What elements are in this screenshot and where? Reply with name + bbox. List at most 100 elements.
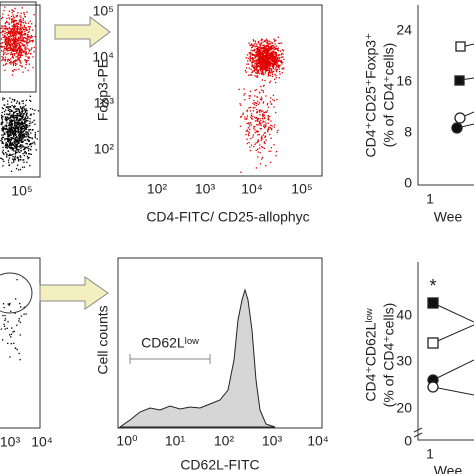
- dot: [6, 38, 8, 40]
- dot: [251, 71, 253, 74]
- dot: [15, 125, 17, 128]
- dot: [10, 52, 13, 54]
- dot: [268, 72, 270, 74]
- dot: [257, 118, 259, 120]
- dot: [259, 50, 261, 52]
- dot: [6, 131, 8, 134]
- dot: [25, 52, 27, 54]
- dot: [14, 125, 16, 127]
- dot: [274, 73, 276, 76]
- dot: [21, 137, 24, 139]
- dot: [13, 160, 15, 162]
- dot: [261, 157, 264, 159]
- dot: [246, 63, 248, 65]
- dot: [277, 63, 279, 65]
- dot: [253, 50, 255, 52]
- dot: [13, 35, 15, 37]
- dot: [5, 106, 7, 108]
- dot: [270, 161, 272, 164]
- dot: [5, 44, 7, 46]
- dot: [24, 117, 26, 120]
- dot: [16, 14, 18, 17]
- dot: [19, 359, 21, 361]
- dot: [13, 118, 15, 120]
- tick-label: 10⁵: [291, 181, 312, 197]
- dot: [261, 146, 263, 148]
- dot: [273, 59, 275, 61]
- dot: [13, 106, 15, 108]
- dot: [270, 97, 272, 99]
- dot: [279, 64, 281, 66]
- dot: [24, 37, 27, 39]
- dot: [252, 134, 254, 136]
- dot: [11, 158, 14, 160]
- dot: [256, 50, 258, 52]
- dot: [251, 43, 253, 45]
- dot: [242, 112, 244, 114]
- dot: [14, 61, 16, 63]
- dot: [11, 53, 13, 55]
- dot: [27, 52, 30, 54]
- dot: [274, 78, 276, 81]
- dot: [9, 153, 11, 155]
- dot: [21, 116, 23, 118]
- dot: [265, 47, 267, 49]
- dot: [257, 62, 259, 64]
- dot: [20, 32, 22, 35]
- dot: [7, 140, 9, 142]
- dot: [20, 121, 22, 124]
- dot: [268, 65, 270, 67]
- dot: [11, 116, 13, 118]
- dot: [13, 147, 15, 150]
- dot: [14, 25, 16, 28]
- dot: [262, 134, 264, 136]
- dot: [260, 42, 263, 44]
- dot: [7, 27, 9, 30]
- dot: [19, 124, 21, 126]
- dot: [13, 136, 15, 138]
- dot: [6, 156, 8, 158]
- dot: [19, 144, 21, 147]
- dot: [8, 117, 10, 119]
- dot: [274, 52, 276, 55]
- dot: [8, 30, 10, 32]
- dot: [9, 35, 11, 37]
- dot: [27, 156, 29, 159]
- dot: [269, 127, 272, 129]
- dot: [3, 325, 6, 327]
- dot: [7, 135, 9, 137]
- dot: [274, 48, 276, 51]
- dot: [23, 136, 25, 138]
- dot: [261, 47, 264, 49]
- dot: [258, 65, 260, 68]
- dot: [0, 157, 2, 159]
- dot: [13, 27, 16, 29]
- dot: [4, 30, 6, 33]
- dot: [273, 38, 275, 40]
- dot: [258, 57, 261, 59]
- dot: [252, 65, 254, 67]
- dot: [250, 137, 252, 140]
- dot: [272, 55, 274, 57]
- dot: [269, 52, 271, 55]
- dot: [14, 123, 16, 125]
- dot: [31, 143, 33, 145]
- dot: [12, 63, 15, 65]
- dot: [275, 55, 277, 57]
- dot: [259, 63, 261, 65]
- dot: [270, 120, 272, 122]
- dot: [268, 126, 270, 128]
- dot: [277, 50, 280, 52]
- dot: [25, 126, 28, 129]
- dot: [261, 135, 263, 137]
- dot: [266, 41, 268, 44]
- dot: [10, 44, 12, 47]
- dot: [11, 123, 13, 125]
- dot: [262, 41, 264, 43]
- dot: [15, 52, 17, 55]
- dot: [246, 117, 248, 119]
- dot: [6, 116, 8, 118]
- dot: [29, 99, 31, 101]
- dot: [259, 57, 261, 60]
- dot: [5, 143, 7, 145]
